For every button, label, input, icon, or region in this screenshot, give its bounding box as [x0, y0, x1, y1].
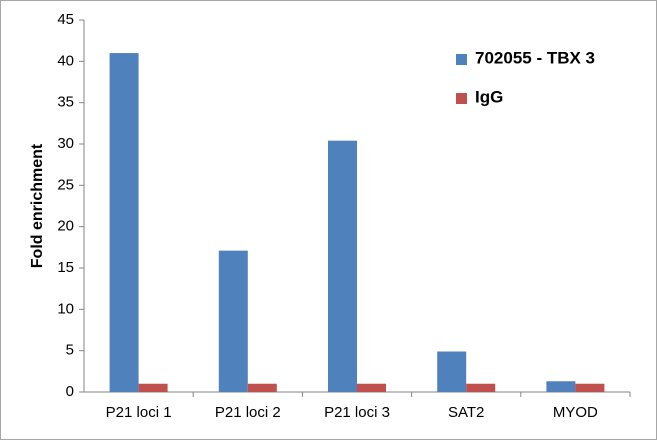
bar: [328, 140, 357, 392]
bar: [357, 383, 386, 392]
x-tick-label: P21 loci 2: [215, 404, 281, 421]
y-tick-label: 20: [57, 218, 74, 235]
bar: [138, 383, 168, 392]
y-tick-label: 15: [57, 259, 74, 276]
y-tick-label: 40: [57, 52, 74, 69]
y-tick-label: 35: [57, 94, 74, 111]
legend-swatch: [456, 93, 467, 104]
x-tick-label: P21 loci 1: [106, 404, 172, 421]
legend-swatch: [456, 54, 467, 65]
bar: [546, 381, 576, 392]
bar: [109, 53, 139, 393]
bar: [218, 250, 248, 392]
bar: [247, 383, 277, 392]
y-tick-label: 10: [57, 300, 74, 317]
y-tick-label: 30: [57, 135, 74, 152]
y-axis-label: Fold enrichment: [29, 143, 46, 268]
bar: [466, 383, 496, 392]
x-tick-label: SAT2: [448, 404, 484, 421]
y-tick-label: 45: [57, 11, 74, 28]
y-tick-label: 0: [66, 383, 74, 400]
x-tick-label: MYOD: [553, 404, 598, 421]
bar: [437, 351, 467, 392]
y-tick-label: 5: [66, 342, 74, 359]
legend-label: IgG: [475, 87, 503, 106]
bar: [575, 383, 605, 392]
x-tick-label: P21 loci 3: [324, 404, 390, 421]
legend-label: 702055 - TBX 3: [475, 48, 595, 67]
y-tick-label: 25: [57, 176, 74, 193]
